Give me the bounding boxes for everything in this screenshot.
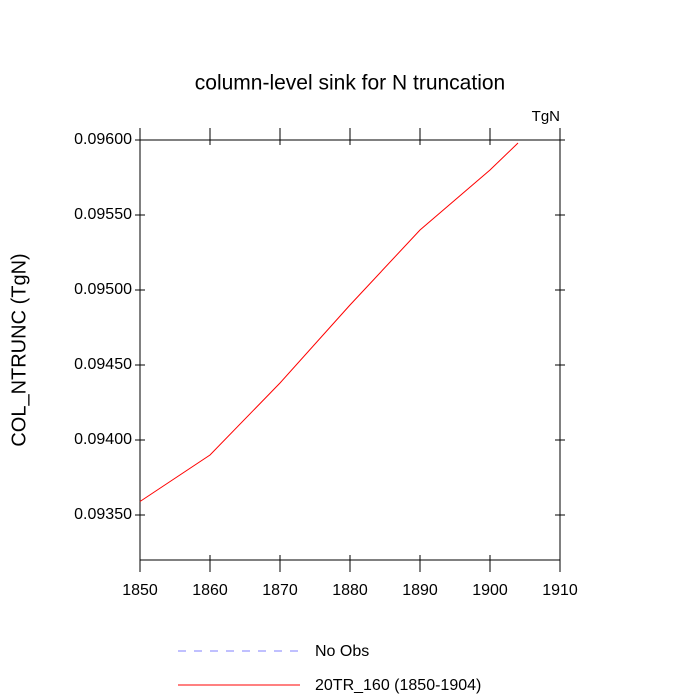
y-tick-label: 0.09450 xyxy=(74,356,132,373)
x-tick-label: 1860 xyxy=(192,582,228,599)
x-tick-label: 1850 xyxy=(122,582,158,599)
plot-frame xyxy=(139,139,561,561)
y-tick-label: 0.09500 xyxy=(74,281,132,298)
x-tick-label: 1870 xyxy=(262,582,298,599)
x-tick-label: 1910 xyxy=(542,582,578,599)
legend-label: No Obs xyxy=(315,643,369,660)
y-tick-label: 0.09350 xyxy=(74,506,132,523)
x-tick-label: 1900 xyxy=(472,582,508,599)
y-tick-label: 0.09400 xyxy=(74,431,132,448)
y-tick-label: 0.09550 xyxy=(74,206,132,223)
y-tick-label: 0.09600 xyxy=(74,131,132,148)
x-tick-label: 1880 xyxy=(332,582,368,599)
series-line xyxy=(139,142,519,502)
x-tick-label: 1890 xyxy=(402,582,438,599)
chart-title: column-level sink for N truncation xyxy=(195,72,505,95)
units-label: TgN xyxy=(532,108,560,125)
y-axis-label: COL_NTRUNC (TgN) xyxy=(8,253,30,446)
legend-label: 20TR_160 (1850-1904) xyxy=(315,677,481,694)
